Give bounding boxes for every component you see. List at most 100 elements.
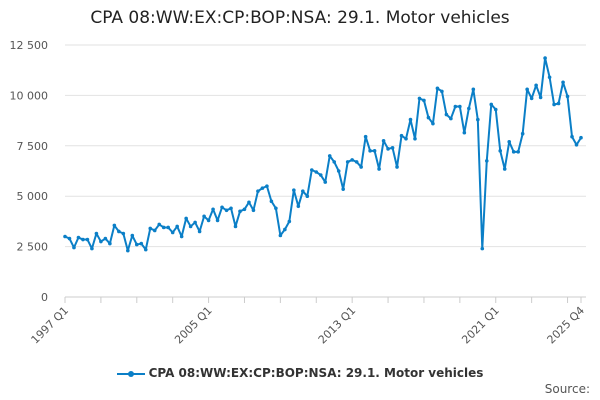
data-point [274,206,278,211]
data-point [323,180,328,184]
data-point [390,146,395,150]
x-tick-label: 2013 Q1 [316,304,359,347]
data-point [399,133,404,138]
data-point [426,115,431,120]
data-point [579,135,583,140]
data-point [529,96,534,101]
data-point [94,231,99,236]
x-tick-label: 2021 Q1 [459,304,502,347]
data-point [345,160,350,164]
data-point [507,139,512,144]
y-tick-label: 0 [41,291,48,304]
data-point [467,106,471,111]
data-point [363,134,368,139]
data-point [90,246,94,251]
data-point [327,154,332,158]
data-point [256,189,260,193]
data-point [318,173,323,177]
data-point [386,147,390,151]
x-tick-label: 2025 Q4 [545,304,588,347]
data-point [224,208,229,213]
data-point [283,227,287,232]
data-point [493,107,498,112]
data-point [233,224,238,229]
data-point [184,216,188,221]
data-point [471,87,476,92]
data-point [377,167,381,171]
data-point [314,170,319,174]
data-point [341,187,345,191]
data-point [462,130,467,135]
data-point [126,248,130,253]
data-point [570,134,574,139]
data-point [130,233,135,238]
data-point [440,89,444,94]
data-point [251,208,256,213]
data-point [175,224,179,229]
data-point [292,188,296,192]
y-tick-label: 10 000 [10,89,49,102]
data-point [260,186,265,190]
data-point [85,237,90,242]
data-point [332,160,337,164]
data-point [170,230,175,235]
y-tick-label: 12 500 [10,39,49,52]
y-tick-label: 7 500 [17,140,49,153]
data-point [157,222,162,227]
legend-line-marker-icon [116,370,145,377]
data-point [520,131,525,136]
series-line [64,57,582,252]
data-point [211,207,215,212]
data-point [202,214,206,219]
data-point [148,226,153,231]
data-point [99,239,103,244]
data-point [309,168,314,172]
data-point [206,218,211,223]
legend[interactable]: CPA 08:WW:EX:CP:BOP:NSA: 29.1. Motor veh… [0,366,600,380]
data-point [242,207,247,212]
data-point [476,117,480,122]
data-point [220,205,224,210]
data-point [561,80,565,85]
data-point [336,169,341,173]
data-point [166,225,170,230]
data-point [121,231,126,236]
data-point [422,98,426,103]
data-point [556,101,561,106]
data-point [301,189,305,193]
data-point [265,184,269,188]
data-point [489,102,494,107]
data-point [296,204,301,209]
data-point [215,218,220,223]
data-point [484,159,489,163]
data-point [63,234,67,239]
legend-label: CPA 08:WW:EX:CP:BOP:NSA: 29.1. Motor veh… [148,366,484,380]
data-point [179,234,184,239]
data-point [287,219,292,224]
data-point [247,200,251,205]
data-point [408,117,413,122]
data-point [453,104,458,109]
data-point [538,95,543,100]
data-point [417,96,422,101]
data-point [372,149,377,153]
data-point [534,83,538,88]
data-point [305,194,310,198]
data-point [350,158,354,162]
data-point [381,138,386,143]
y-tick-label: 2 500 [17,241,49,254]
data-point [565,94,570,99]
data-point [67,236,72,241]
data-point [525,87,529,92]
data-point [552,102,556,107]
y-tick-label: 5 000 [17,190,49,203]
x-tick-label: 2005 Q1 [172,304,215,347]
chart-title: CPA 08:WW:EX:CP:BOP:NSA: 29.1. Motor veh… [90,8,510,28]
data-point [103,236,108,241]
data-point [238,209,242,214]
data-point [547,75,552,80]
data-point [431,121,435,126]
data-point [435,86,440,91]
data-point [458,104,462,109]
